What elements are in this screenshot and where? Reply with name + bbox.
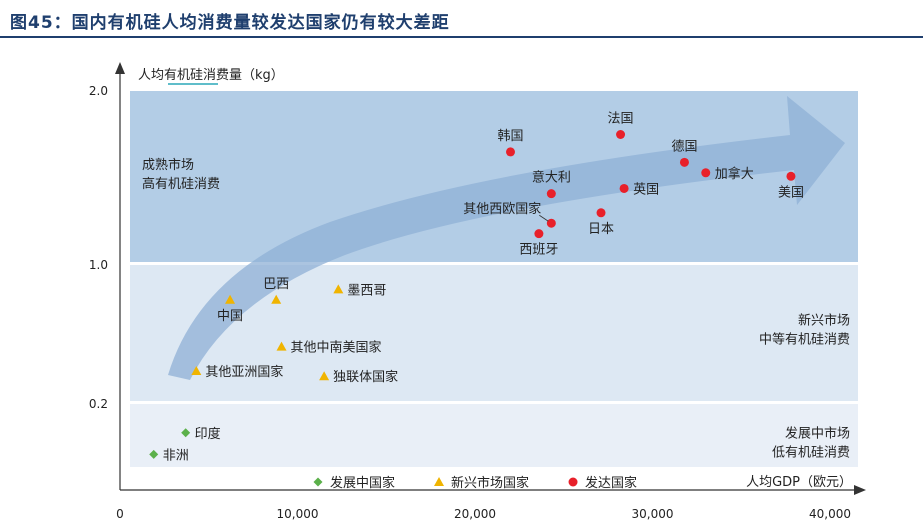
point-label: 墨西哥 bbox=[347, 283, 386, 298]
band-label: 发展中市场 bbox=[785, 426, 850, 442]
point-非洲 bbox=[149, 449, 159, 459]
y-axis-arrowhead bbox=[115, 62, 125, 74]
band-label: 成熟市场 bbox=[142, 157, 194, 173]
point-韩国 bbox=[506, 147, 515, 157]
legend-marker bbox=[568, 477, 578, 487]
point-墨西哥 bbox=[333, 284, 344, 294]
legend-label: 发达国家 bbox=[585, 475, 637, 491]
band-label: 低有机硅消费 bbox=[772, 446, 850, 461]
point-印度 bbox=[181, 428, 191, 438]
point-西班牙 bbox=[534, 229, 544, 239]
point-美国 bbox=[786, 171, 796, 181]
point-加拿大 bbox=[701, 168, 711, 178]
band-label: 高有机硅消费 bbox=[142, 176, 220, 192]
point-label: 独联体国家 bbox=[333, 369, 398, 385]
point-其他中南美国家 bbox=[276, 341, 287, 351]
point-label: 中国 bbox=[217, 309, 243, 324]
point-label: 加拿大 bbox=[715, 166, 754, 182]
point-label: 法国 bbox=[608, 112, 634, 127]
point-label: 意大利 bbox=[532, 170, 571, 186]
point-中国 bbox=[225, 294, 236, 304]
point-label: 印度 bbox=[195, 426, 221, 442]
y-tick-label: 0.2 bbox=[89, 397, 108, 411]
point-label: 英国 bbox=[633, 182, 659, 197]
point-法国 bbox=[616, 130, 626, 139]
x-axis-arrowhead bbox=[854, 485, 866, 495]
x-tick-label: 0 bbox=[116, 507, 124, 521]
x-tick-label: 20,000 bbox=[454, 507, 496, 521]
point-其他西欧国家 bbox=[546, 218, 556, 228]
legend-marker bbox=[313, 477, 323, 487]
point-巴西 bbox=[271, 294, 282, 304]
point-label: 其他西欧国家 bbox=[463, 201, 541, 217]
point-label: 日本 bbox=[588, 222, 614, 237]
y-axis-label: 人均有机硅消费量（kg） bbox=[138, 68, 284, 83]
point-英国 bbox=[619, 183, 629, 193]
point-label: 西班牙 bbox=[519, 243, 558, 258]
growth-trend-arrow bbox=[168, 96, 845, 380]
leader-line bbox=[539, 214, 549, 222]
band-2 bbox=[130, 404, 858, 467]
y-tick-label: 1.0 bbox=[89, 258, 108, 272]
x-tick-label: 40,000 bbox=[809, 507, 851, 521]
band-label: 新兴市场 bbox=[798, 313, 850, 329]
point-日本 bbox=[596, 208, 606, 218]
point-label: 非洲 bbox=[163, 448, 189, 463]
point-label: 其他亚洲国家 bbox=[205, 364, 283, 380]
x-tick-label: 10,000 bbox=[277, 507, 319, 521]
legend-label: 新兴市场国家 bbox=[451, 475, 529, 491]
point-label: 其他中南美国家 bbox=[291, 340, 382, 356]
point-其他亚洲国家 bbox=[191, 365, 202, 375]
y-tick-label: 2.0 bbox=[89, 84, 108, 98]
point-label: 韩国 bbox=[497, 129, 523, 144]
point-德国 bbox=[679, 157, 689, 167]
band-label: 中等有机硅消费 bbox=[759, 332, 850, 348]
x-tick-label: 30,000 bbox=[632, 507, 674, 521]
title-divider bbox=[0, 36, 923, 38]
point-意大利 bbox=[546, 189, 556, 199]
x-axis-label: 人均GDP（欧元） bbox=[746, 475, 852, 490]
figure-title: 图45：国内有机硅人均消费量较发达国家仍有较大差距 bbox=[10, 13, 450, 33]
point-label: 德国 bbox=[671, 139, 697, 154]
legend-marker bbox=[434, 477, 445, 486]
legend-label: 发展中国家 bbox=[330, 475, 395, 491]
point-label: 美国 bbox=[778, 185, 804, 200]
point-label: 巴西 bbox=[263, 277, 289, 292]
point-独联体国家 bbox=[319, 371, 330, 381]
